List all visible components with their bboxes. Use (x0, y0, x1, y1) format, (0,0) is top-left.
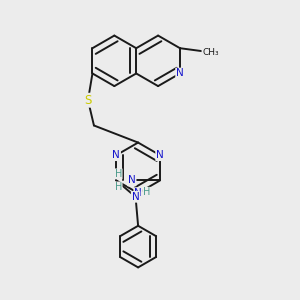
Text: H: H (115, 169, 122, 179)
Text: N: N (132, 192, 140, 202)
Text: N: N (128, 176, 136, 185)
Text: N: N (156, 150, 164, 160)
Text: H: H (115, 182, 122, 192)
Text: N: N (176, 68, 184, 79)
Text: H: H (143, 188, 151, 197)
Text: CH₃: CH₃ (202, 48, 219, 57)
Text: N: N (112, 150, 120, 160)
Text: S: S (84, 94, 92, 107)
Text: N: N (134, 188, 142, 198)
